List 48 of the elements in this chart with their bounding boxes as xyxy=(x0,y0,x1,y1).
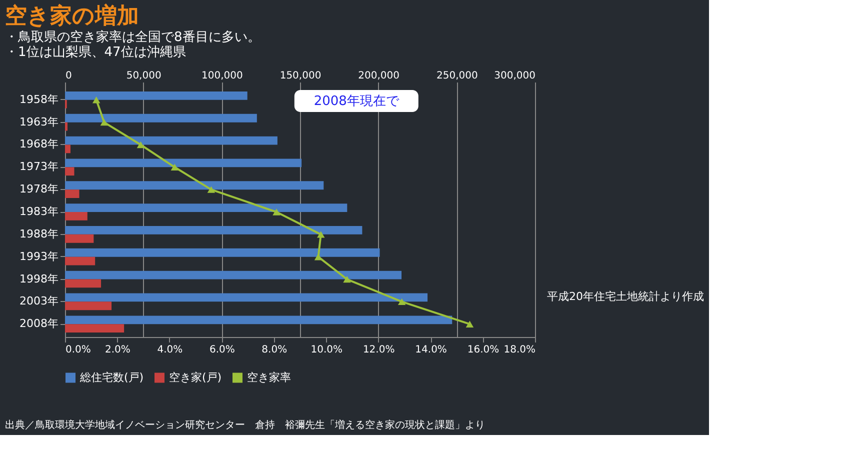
x-tick-label: 250,000 xyxy=(436,70,478,82)
point xyxy=(466,320,474,328)
annotation: 2008年現在で xyxy=(314,94,400,109)
y-tick-label: 1968年 xyxy=(20,138,58,151)
y-tick-label: 1993年 xyxy=(20,250,58,263)
x2-tick-label: 0.0% xyxy=(66,344,91,356)
x-tick-label: 0 xyxy=(66,70,72,82)
legend-label: 総住宅数(戸) xyxy=(79,370,144,384)
y-tick-label: 1988年 xyxy=(20,227,58,240)
x-tick-label: 150,000 xyxy=(280,70,322,82)
chart-title: 空き家の増加 xyxy=(5,3,139,29)
point xyxy=(92,96,100,104)
point xyxy=(100,118,108,126)
point xyxy=(317,231,325,238)
x2-tick-label: 14.0% xyxy=(415,344,447,356)
x2-tick-label: 12.0% xyxy=(362,344,395,356)
text: 平成20年住宅土地統計より作成 xyxy=(547,290,704,303)
x2-tick-label: 2.0% xyxy=(105,344,130,356)
point xyxy=(272,208,280,216)
y-tick-label: 1978年 xyxy=(20,182,58,196)
legend-label: 空き家率 xyxy=(247,370,291,384)
x-tick-label: 200,000 xyxy=(358,70,400,82)
point xyxy=(207,186,216,193)
point xyxy=(170,164,179,171)
y-tick-label: 2003年 xyxy=(20,294,58,308)
point xyxy=(343,276,351,283)
x-tick-label: 300,000 xyxy=(494,70,536,82)
y-tick-label: 1998年 xyxy=(20,272,58,286)
x2-tick-label: 18.0% xyxy=(504,344,536,356)
x2-tick-label: 6.0% xyxy=(209,344,235,356)
point xyxy=(314,253,322,260)
text: ・鳥取県の空き家率は全国で8番目に多い。 xyxy=(5,30,260,45)
y-tick-label: 1983年 xyxy=(20,205,58,218)
text: ・1位は山梨県、47位は沖縄県 xyxy=(5,45,186,60)
x2-tick-label: 8.0% xyxy=(262,344,288,356)
source-note: 出典／鳥取環境大学地域イノベーション研究センター 倉持 裕彌先生「増える空き家の現状と課題」より xyxy=(5,419,485,431)
y-tick-label: 1973年 xyxy=(20,160,58,174)
y-tick-label: 1958年 xyxy=(20,92,58,106)
x-tick-label: 100,000 xyxy=(201,70,243,82)
x2-tick-label: 10.0% xyxy=(310,344,342,356)
legend-label: 空き家(戸) xyxy=(169,370,222,384)
y-tick-label: 2008年 xyxy=(20,317,58,330)
point xyxy=(136,141,145,148)
x-tick-label: 50,000 xyxy=(126,70,162,82)
y-tick-label: 1963年 xyxy=(20,115,58,128)
x2-tick-label: 4.0% xyxy=(157,344,183,356)
x2-tick-label: 16.0% xyxy=(467,344,500,356)
point xyxy=(398,298,406,306)
